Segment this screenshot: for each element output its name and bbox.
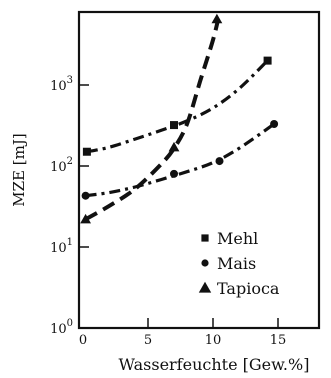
data-point-tapioca xyxy=(211,13,223,24)
x-axis-ticks: 0 5 10 15 xyxy=(79,318,286,348)
data-point-tapioca xyxy=(168,141,180,152)
series-layer xyxy=(80,13,279,224)
y-axis-ticks: 100 101 102 103 xyxy=(50,75,89,337)
y-tick-label: 102 xyxy=(50,156,73,175)
x-tick-label: 0 xyxy=(79,333,87,348)
plot-frame xyxy=(77,10,321,330)
legend: Mehl Mais Tapioca xyxy=(198,229,280,298)
data-point-mehl xyxy=(263,56,272,65)
y-tick-label: 100 xyxy=(50,318,73,337)
series-line-mais xyxy=(85,122,276,198)
data-point-mehl xyxy=(82,147,91,156)
data-point-mehl xyxy=(170,121,178,130)
y-tick-label: 103 xyxy=(50,75,73,94)
legend-label-mehl: Mehl xyxy=(217,229,258,248)
legend-label-mais: Mais xyxy=(217,254,256,273)
data-point-mais xyxy=(170,169,178,178)
series-line-mehl xyxy=(86,59,269,154)
y-tick-label: 101 xyxy=(50,237,73,256)
x-axis-label: Wasserfeuchte [Gew.%] xyxy=(119,355,310,374)
data-point-tapioca xyxy=(80,213,91,224)
data-point-mais xyxy=(215,157,224,166)
data-point-mais xyxy=(81,191,90,200)
x-tick-label: 5 xyxy=(144,333,152,348)
legend-marker-mais xyxy=(201,259,209,267)
x-tick-label: 10 xyxy=(205,333,222,348)
data-point-mais xyxy=(270,120,279,129)
legend-marker-tapioca xyxy=(198,281,212,293)
x-tick-label: 15 xyxy=(270,333,287,348)
series-line-tapioca xyxy=(84,18,221,222)
y-axis-label: MZE [mJ] xyxy=(10,133,28,206)
legend-label-tapioca: Tapioca xyxy=(217,279,280,298)
legend-marker-mehl xyxy=(201,234,209,242)
